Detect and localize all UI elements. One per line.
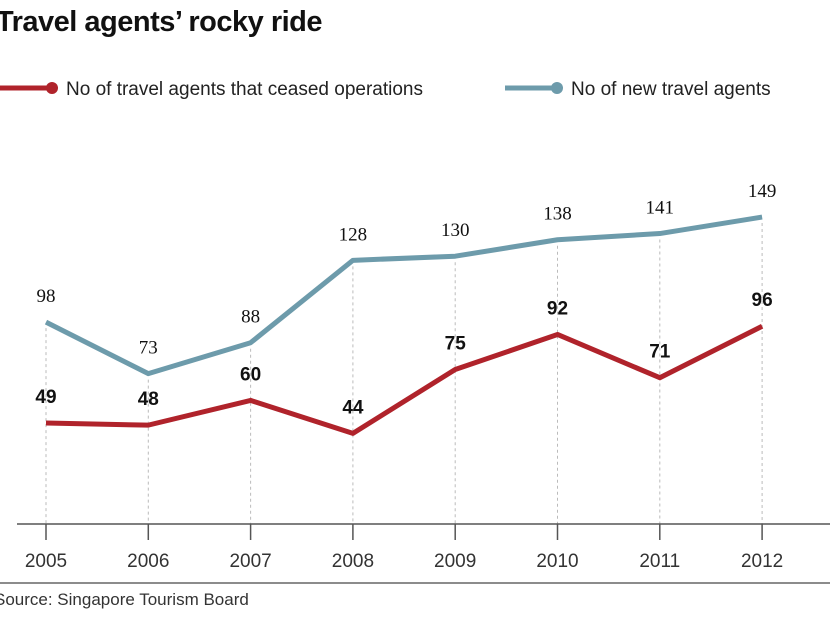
legend-label-0: No of travel agents that ceased operatio… — [66, 79, 423, 100]
x-tick-label-2011: 2011 — [639, 551, 680, 572]
x-tick-label-2007: 2007 — [229, 551, 271, 572]
data-label-0-2012: 96 — [752, 290, 773, 311]
data-label-0-2009: 75 — [445, 334, 467, 355]
data-label-1-2011: 141 — [646, 198, 675, 219]
legend-marker-1 — [551, 82, 563, 94]
data-label-1-2006: 73 — [139, 338, 158, 359]
x-tick-label-2005: 2005 — [25, 551, 67, 572]
data-label-1-2008: 128 — [339, 224, 368, 245]
data-label-0-2008: 44 — [342, 397, 364, 418]
data-label-0-2011: 71 — [649, 342, 671, 363]
source-note: Source: Singapore Tourism Board — [0, 590, 249, 609]
data-label-0-2007: 60 — [240, 364, 261, 385]
series-line-0 — [45, 324, 764, 436]
x-tick-label-2008: 2008 — [332, 551, 374, 572]
data-label-0-2006: 48 — [138, 389, 159, 410]
x-tick-label-2009: 2009 — [434, 551, 476, 572]
legend-marker-0 — [46, 82, 58, 94]
data-label-1-2007: 88 — [241, 307, 260, 328]
legend-label-1: No of new travel agents — [571, 79, 771, 100]
chart-title: Travel agents’ rocky ride — [0, 6, 323, 38]
series-line-1 — [44, 214, 763, 377]
x-tick-label-2010: 2010 — [536, 551, 578, 572]
x-tick-label-2012: 2012 — [741, 551, 783, 572]
data-label-1-2010: 138 — [543, 204, 572, 225]
data-label-1-2005: 98 — [37, 286, 56, 307]
data-label-1-2012: 149 — [748, 181, 777, 202]
data-label-0-2010: 92 — [547, 298, 568, 319]
x-tick-label-2006: 2006 — [127, 551, 169, 572]
data-label-1-2009: 130 — [441, 220, 470, 241]
data-label-0-2005: 49 — [35, 387, 56, 408]
